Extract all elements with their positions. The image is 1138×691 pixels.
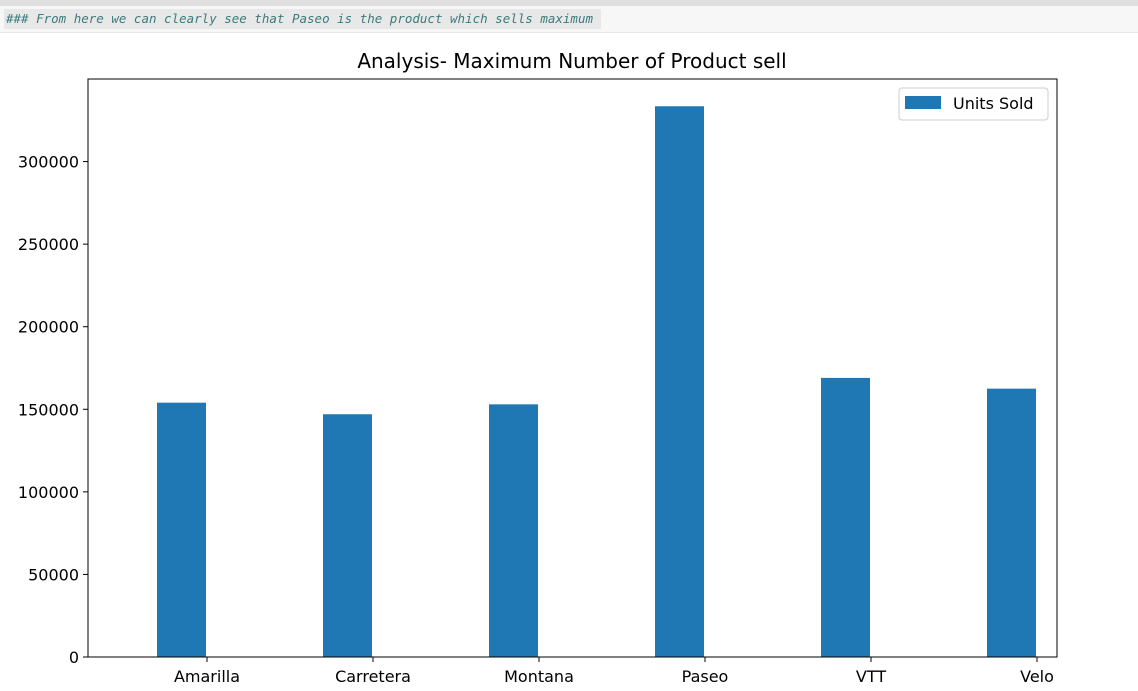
y-tick-label: 50000	[28, 565, 79, 584]
y-tick-label: 150000	[18, 400, 79, 419]
x-tick-label: Paseo	[682, 667, 729, 686]
x-tick-label: Velo	[1020, 667, 1054, 686]
markdown-cell[interactable]: ### From here we can clearly see that Pa…	[0, 6, 1138, 33]
markdown-text: ### From here we can clearly see that Pa…	[4, 9, 601, 29]
bar-amarilla	[157, 402, 206, 657]
bar-velo	[987, 388, 1036, 657]
legend-swatch	[905, 96, 941, 109]
legend: Units Sold	[898, 87, 1049, 121]
x-axis: Amarilla Carretera Montana Paseo VTT Velo	[174, 657, 1054, 686]
y-tick-label: 300000	[18, 153, 79, 172]
plot-frame	[87, 78, 1058, 658]
y-tick-label: 100000	[18, 483, 79, 502]
y-tick-label: 200000	[18, 318, 79, 337]
x-tick-label: Carretera	[335, 667, 411, 686]
y-tick-label: 250000	[18, 235, 79, 254]
bar-carretera	[323, 414, 372, 657]
bar-vtt	[821, 377, 870, 657]
y-axis: 0 50000 100000 150000 200000 250000 300000	[18, 153, 88, 667]
cell-top-border	[0, 0, 1138, 6]
bars-group	[157, 106, 1036, 657]
x-tick-label: Amarilla	[174, 667, 240, 686]
chart-title: Analysis- Maximum Number of Product sell	[357, 49, 786, 73]
legend-label: Units Sold	[953, 94, 1034, 113]
bar-montana	[489, 404, 538, 657]
x-tick-label: Montana	[504, 667, 574, 686]
bar-paseo	[655, 106, 704, 657]
y-tick-label: 0	[69, 648, 79, 667]
x-tick-label: VTT	[856, 667, 886, 686]
